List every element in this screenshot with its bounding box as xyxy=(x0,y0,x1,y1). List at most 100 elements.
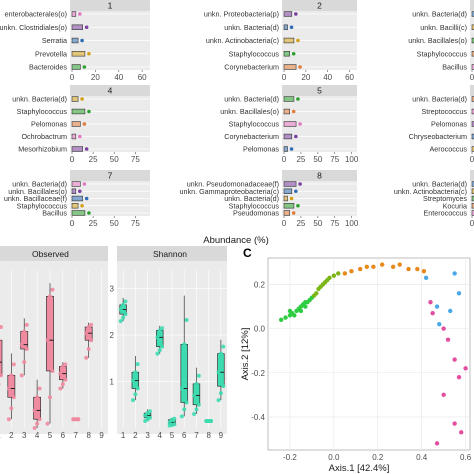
x-tick-label: 2 xyxy=(133,431,138,440)
taxon-box xyxy=(283,133,293,140)
data-point xyxy=(196,402,201,407)
data-point xyxy=(84,355,89,360)
data-point xyxy=(130,398,135,403)
x-tick-label: 0 xyxy=(282,155,287,164)
scatter-point xyxy=(331,273,337,278)
scatter-point xyxy=(327,275,332,281)
data-point xyxy=(24,322,29,327)
taxon-label: unkn. Bacteria(d) xyxy=(224,95,279,104)
data-point xyxy=(50,368,55,373)
data-point xyxy=(86,347,91,351)
taxon-box xyxy=(283,146,288,152)
data-point xyxy=(123,299,128,304)
scatter-point xyxy=(406,266,411,272)
taxon-point xyxy=(78,189,82,194)
taxon-label: Staphylococcus xyxy=(229,49,280,58)
taxon-label: Pelomonas xyxy=(243,145,279,154)
x-tick-label: 25 xyxy=(296,219,305,228)
box-iqr xyxy=(217,353,225,387)
data-point xyxy=(133,392,138,397)
x-tick-label: 0 xyxy=(282,219,287,228)
facet-strip-bg xyxy=(70,170,150,181)
data-point xyxy=(194,381,199,386)
data-point xyxy=(19,342,24,347)
facet-strip-bg xyxy=(470,170,474,181)
taxon-label: Prevotella xyxy=(35,49,67,58)
data-point xyxy=(63,377,68,382)
facet-strip-bg xyxy=(282,85,357,96)
x-tick-label: 5 xyxy=(48,431,53,440)
taxon-label: unkn. Bacteria(d) xyxy=(412,10,467,19)
x-tick-label: 1 xyxy=(0,431,1,440)
data-point xyxy=(48,294,52,299)
facet-strip-label: 4 xyxy=(108,86,113,96)
x-tick-label: 0 xyxy=(282,73,287,82)
scatter-point xyxy=(430,310,435,316)
data-point xyxy=(216,370,221,375)
x-tick-label: 2 xyxy=(9,431,14,440)
taxon-box xyxy=(71,24,83,30)
taxon-point xyxy=(294,134,298,139)
y-tick-label: 3 xyxy=(110,285,115,294)
data-point xyxy=(194,407,199,412)
data-point xyxy=(218,351,223,356)
data-point xyxy=(216,398,221,403)
taxon-box xyxy=(71,203,79,209)
taxon-point xyxy=(289,147,294,151)
taxon-box xyxy=(71,64,81,70)
data-point xyxy=(60,382,65,387)
scatter-point xyxy=(434,304,440,309)
data-point xyxy=(196,373,201,378)
taxon-box xyxy=(71,121,81,127)
taxon-box xyxy=(283,108,290,115)
x-tick-label: 0.4 xyxy=(416,453,428,462)
taxon-box xyxy=(71,146,83,152)
data-point xyxy=(84,331,89,336)
taxon-point xyxy=(78,134,82,139)
scatter-point xyxy=(452,357,457,362)
taxon-label: Streptococcus xyxy=(421,107,467,116)
taxon-label: unkn. Pseudomonadaceae(f) xyxy=(187,180,279,189)
data-point xyxy=(118,307,123,312)
taxon-label: unkn. Bacteria(d) xyxy=(224,23,279,32)
x-tick-label: 3 xyxy=(22,431,27,440)
box-iqr xyxy=(46,295,54,372)
data-point xyxy=(167,420,172,425)
box-iqr xyxy=(7,374,16,398)
panel-c-label: C xyxy=(243,246,252,260)
taxon-label: unkn. Clostridiales(o) xyxy=(0,23,67,32)
taxon-point xyxy=(298,122,302,126)
scatter-point xyxy=(390,264,396,270)
x-tick-label: 0 xyxy=(470,155,474,164)
data-point xyxy=(0,373,3,378)
facet-5: 5 unkn. Bacteria(d) unkn. Bacillales(o) Sta… xyxy=(220,85,359,164)
taxon-label: unkn. Bacillales(o) xyxy=(8,187,67,196)
taxon-point xyxy=(87,109,91,114)
taxon-box xyxy=(283,96,295,102)
facet-2: 2 unkn. Proteobacteria(p) unkn. Bacteria(d… xyxy=(204,0,357,82)
x-tick-label: 0 xyxy=(470,73,474,82)
data-point xyxy=(221,384,226,389)
x-tick-label: 5 xyxy=(170,431,175,440)
scatter-panel-bg xyxy=(267,257,471,451)
scatter-point xyxy=(421,269,427,274)
taxon-box xyxy=(471,108,474,115)
data-point xyxy=(221,344,226,349)
scatter-point xyxy=(456,291,462,296)
data-point xyxy=(184,400,189,405)
x-tick-label: 40 xyxy=(323,73,332,82)
taxon-box xyxy=(471,188,474,194)
scatter-point xyxy=(364,264,370,270)
taxon-box xyxy=(283,188,293,194)
taxon-label: unkn. Bacillaceae(f) xyxy=(4,194,67,203)
scatter-point xyxy=(379,262,385,267)
taxon-box xyxy=(283,195,288,202)
taxon-label: Aerococcus xyxy=(429,145,467,154)
taxon-point xyxy=(294,12,298,16)
taxon-point xyxy=(296,97,300,101)
scatter-point xyxy=(349,269,354,274)
taxon-point xyxy=(80,97,84,101)
taxon-point xyxy=(289,196,294,201)
data-point xyxy=(58,371,63,376)
data-point xyxy=(172,416,177,421)
